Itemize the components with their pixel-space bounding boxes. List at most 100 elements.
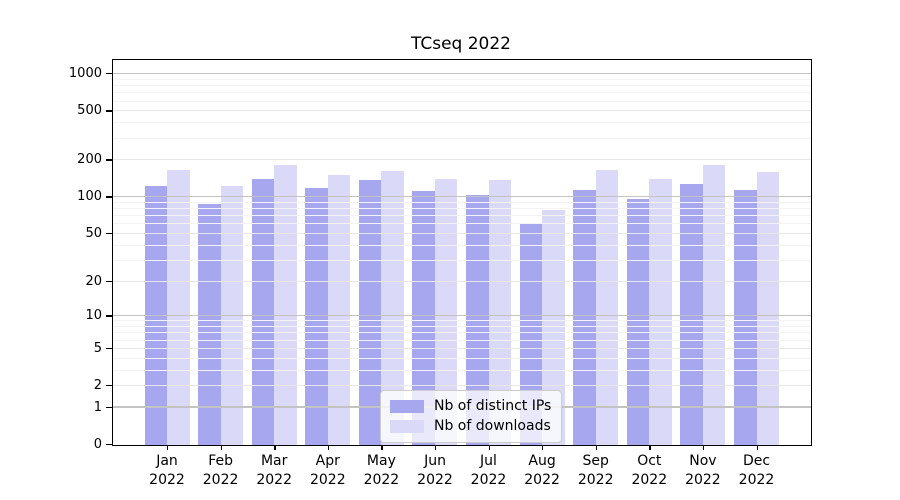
gridline-1000	[113, 72, 811, 75]
x-tick-label-may: May 2022	[363, 453, 400, 488]
gridline-30	[113, 259, 811, 261]
x-tick-mark-nov	[702, 445, 705, 450]
gridline-20	[113, 280, 811, 282]
gridline-2	[113, 385, 811, 386]
y-tick-mark-50	[106, 232, 112, 235]
bar-sep-distinct-ips	[573, 190, 596, 445]
gridline-80	[113, 208, 811, 210]
gridline-100	[113, 195, 811, 198]
bar-apr-distinct-ips	[305, 188, 328, 445]
gridline-6	[113, 339, 811, 341]
x-tick-label-mar: Mar 2022	[256, 453, 292, 488]
gridline-70	[113, 215, 811, 217]
bar-may-downloads	[381, 170, 404, 445]
y-tick-label-500: 500	[77, 103, 102, 119]
y-tick-mark-200	[106, 159, 112, 161]
bar-nov-downloads	[702, 165, 726, 445]
gridline-700	[113, 92, 811, 94]
y-tick-mark-100	[106, 196, 112, 198]
x-tick-mark-aug	[542, 445, 544, 450]
y-tick-label-2: 2	[93, 378, 102, 393]
x-tick-label-aug: Aug 2022	[524, 453, 560, 488]
gridline-10	[113, 314, 811, 317]
y-tick-label-50: 50	[85, 225, 102, 241]
bar-oct-downloads	[649, 179, 672, 445]
gridline-50	[113, 232, 811, 234]
x-tick-label-dec: Dec 2022	[738, 453, 775, 488]
y-tick-mark-1000	[106, 73, 112, 75]
x-tick-label-apr: Apr 2022	[309, 453, 346, 488]
legend-swatch-distinct-ips-icon	[390, 399, 424, 413]
gridline-4	[113, 357, 811, 359]
x-tick-mark-feb	[220, 445, 222, 450]
legend-item-downloads: Nb of downloads	[390, 416, 551, 436]
y-tick-label-20: 20	[85, 273, 102, 289]
legend-item-distinct-ips: Nb of distinct IPs	[390, 396, 551, 416]
y-tick-mark-2	[106, 385, 112, 387]
x-tick-mark-apr	[327, 445, 330, 450]
y-tick-label-0: 0	[93, 437, 102, 452]
x-tick-label-feb: Feb 2022	[202, 453, 239, 488]
bar-jan-downloads	[167, 169, 190, 445]
bar-feb-distinct-ips	[198, 204, 221, 445]
gridline-400	[113, 122, 811, 124]
gridline-60	[113, 223, 811, 225]
x-tick-mark-jun	[435, 445, 437, 450]
x-tick-mark-oct	[649, 445, 651, 450]
y-tick-label-1000: 1000	[68, 66, 102, 82]
plot-area	[112, 59, 812, 446]
bar-aug-downloads	[542, 209, 565, 445]
y-tick-mark-10	[106, 315, 112, 317]
y-tick-label-100: 100	[77, 189, 102, 205]
y-tick-label-200: 200	[77, 152, 102, 168]
bar-jul-distinct-ips	[466, 195, 489, 445]
legend-label-downloads: Nb of downloads	[434, 418, 551, 434]
gridline-40	[113, 244, 811, 246]
x-tick-mark-jul	[488, 445, 490, 450]
legend-swatch-downloads-icon	[390, 419, 424, 433]
y-tick-mark-0	[106, 444, 112, 446]
bar-aug-distinct-ips	[519, 224, 543, 445]
bar-jul-downloads	[488, 180, 512, 445]
bar-mar-downloads	[274, 165, 297, 445]
y-tick-mark-20	[106, 280, 112, 282]
bar-mar-distinct-ips	[251, 179, 275, 445]
bar-oct-distinct-ips	[626, 198, 650, 445]
y-tick-label-10: 10	[85, 308, 102, 324]
y-tick-label-1: 1	[93, 399, 102, 415]
bar-may-distinct-ips	[358, 179, 382, 445]
bar-dec-distinct-ips	[734, 190, 757, 445]
x-tick-mark-dec	[756, 445, 758, 450]
y-tick-mark-500	[106, 110, 112, 112]
gridline-8	[113, 326, 811, 327]
x-tick-mark-mar	[274, 445, 276, 450]
bar-apr-downloads	[327, 175, 351, 445]
gridline-5	[113, 347, 811, 349]
gridline-3	[113, 369, 811, 371]
legend-label-distinct-ips: Nb of distinct IPs	[434, 398, 552, 414]
bar-sep-downloads	[595, 169, 619, 445]
gridline-200	[113, 159, 811, 161]
x-tick-mark-jan	[167, 445, 169, 450]
x-tick-label-jul: Jul 2022	[470, 453, 507, 488]
x-tick-mark-sep	[595, 445, 598, 450]
y-tick-mark-1	[106, 406, 112, 409]
chart-title: TCseq 2022	[410, 34, 512, 54]
gridline-9	[113, 320, 811, 322]
gridline-500	[113, 110, 811, 112]
x-tick-label-jan: Jan 2022	[149, 453, 185, 488]
y-tick-label-5: 5	[93, 340, 102, 356]
bar-jun-distinct-ips	[412, 191, 435, 445]
gridline-900	[113, 78, 811, 80]
x-tick-mark-may	[381, 445, 383, 450]
x-tick-label-sep: Sep 2022	[577, 453, 614, 488]
gridline-300	[113, 137, 811, 139]
gridline-90	[113, 201, 811, 203]
bar-nov-distinct-ips	[680, 184, 703, 445]
x-tick-label-nov: Nov 2022	[685, 453, 721, 488]
legend: Nb of distinct IPs Nb of downloads	[380, 390, 563, 443]
y-tick-mark-5	[106, 347, 112, 350]
x-tick-label-oct: Oct 2022	[631, 453, 668, 488]
gridline-600	[113, 100, 811, 102]
